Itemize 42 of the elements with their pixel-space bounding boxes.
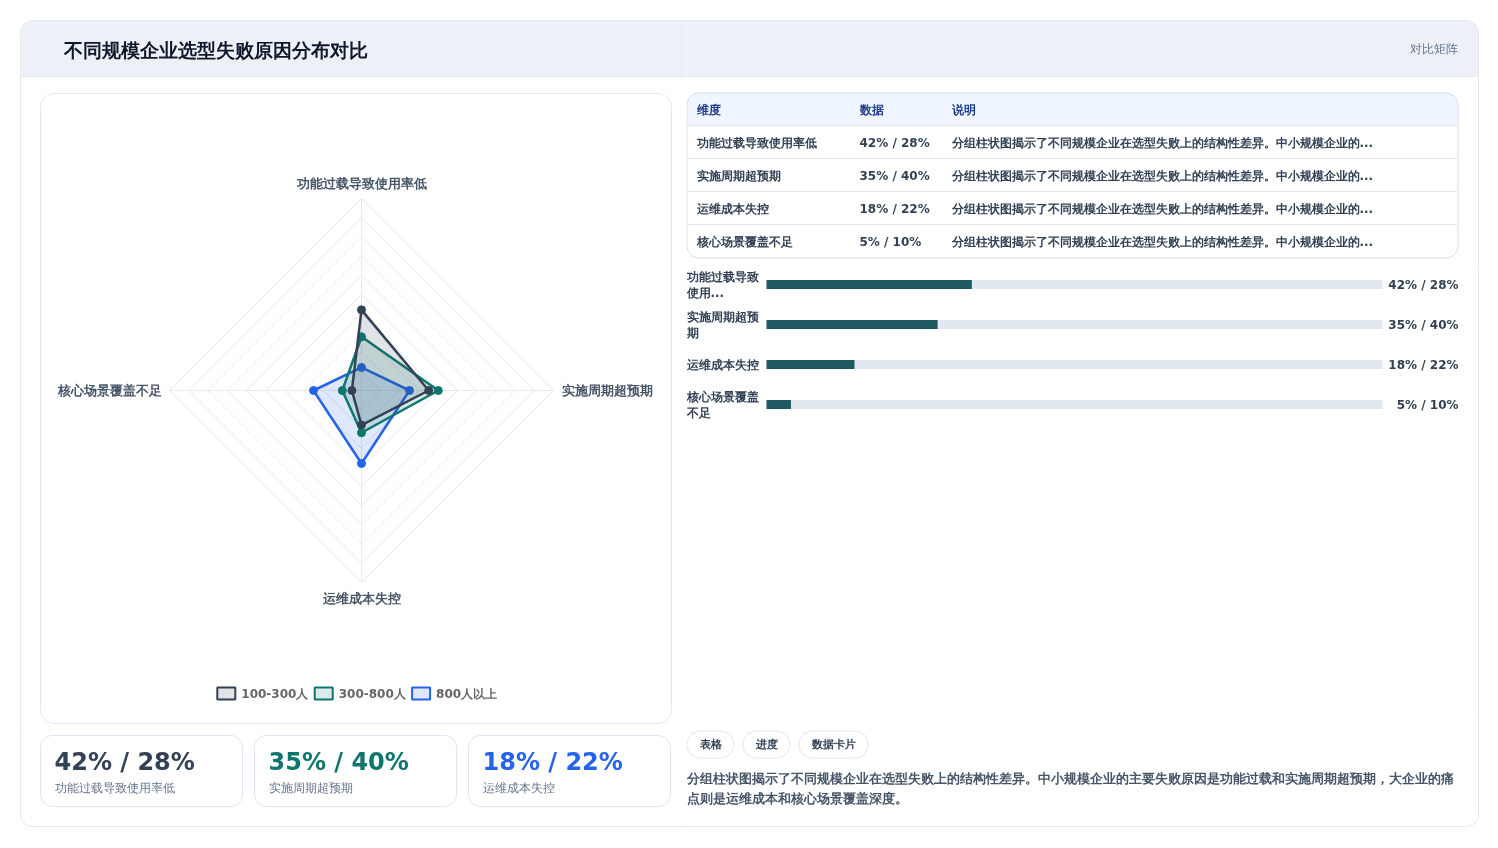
text: 5% / 10% — [859, 234, 922, 249]
legend-label: 800人以上 — [436, 686, 498, 701]
data-label: 42% / 28% — [1388, 277, 1459, 292]
text: 分组柱状图揭示了不同规模企业在选型失败上的结构性差异。中小规模企业的... — [951, 135, 1374, 150]
category-label: 运维成本失控 — [482, 780, 555, 795]
text: 分组柱状图揭示了不同规模企业在选型失败上的结构性差异。中小规模企业的... — [951, 234, 1374, 249]
spoke-label: 实施周期超预期 — [561, 383, 653, 398]
text: 分组柱状图揭示了不同规模企业在选型失败上的结构性差异。中小规模企业的主要失败原因是功能过载和实施周期超预期，大企业的痛点则是运维成本和核心场景覆盖深度。 — [685, 771, 1454, 806]
chart-title: 不同规模企业选型失败原因分布对比 — [62, 38, 368, 61]
legend-label: 100-300人 — [241, 686, 310, 701]
data-label: 18% / 22% — [1388, 357, 1459, 372]
text: 42% / 28% — [54, 747, 195, 776]
category-label: 进度 — [754, 738, 778, 751]
text: 分组柱状图揭示了不同规模企业在选型失败上的结构性差异。中小规模企业的... — [951, 201, 1374, 216]
text: 对比矩阵 — [1409, 41, 1458, 56]
text: 35% / 40% — [268, 747, 409, 776]
category-label: 运维成本失控 — [696, 201, 769, 216]
legend-label: 300-800人 — [338, 686, 407, 701]
category-label: 功能过载导致使用率低 — [54, 780, 175, 795]
text: 18% / 22% — [482, 747, 623, 776]
text: 核心场景覆盖不足 — [696, 234, 793, 249]
category-label: 数据卡片 — [810, 738, 856, 751]
y-tick-label: 实施周期超预期 — [685, 309, 760, 340]
spoke-label: 运维成本失控 — [321, 590, 401, 606]
category-label: 说明 — [950, 102, 976, 117]
data-label: 5% / 10% — [1396, 397, 1459, 412]
category-label: 维度 — [695, 102, 721, 117]
spoke-label: 功能过载导致使用率低 — [295, 175, 427, 191]
text: 18% / 22% — [859, 201, 930, 216]
category-label: 实施周期超预期 — [268, 780, 353, 795]
category-label: 表格 — [698, 738, 723, 751]
text: 42% / 28% — [859, 135, 930, 150]
y-tick-label: 运维成本失控 — [685, 357, 759, 372]
data-label: 35% / 40% — [1388, 317, 1459, 332]
text: 35% / 40% — [859, 168, 930, 183]
category-label: 实施周期超预期 — [696, 168, 781, 183]
spoke-label: 核心场景覆盖不足 — [56, 383, 162, 398]
text: 分组柱状图揭示了不同规模企业在选型失败上的结构性差异。中小规模企业的... — [951, 168, 1374, 183]
category-label: 数据 — [858, 102, 884, 117]
y-tick-label: 功能过载导致使用... — [685, 269, 759, 300]
category-label: 功能过载导致使用率低 — [696, 135, 817, 150]
y-tick-label: 核心场景覆盖不足 — [685, 389, 759, 420]
